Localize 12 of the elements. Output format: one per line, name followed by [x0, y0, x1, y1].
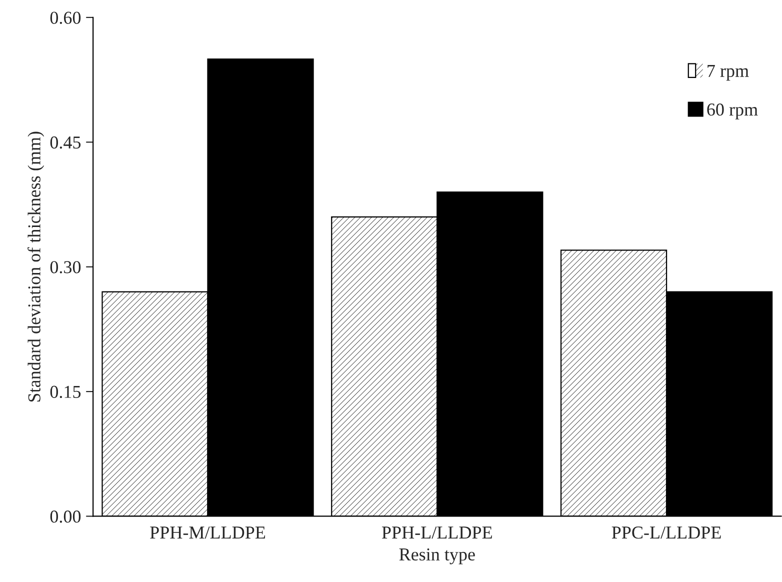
x-tick-label: PPH-M/LLDPE: [150, 526, 266, 539]
x-axis-title: Resin type: [399, 548, 475, 564]
y-tick-label: 0.00: [50, 510, 81, 523]
legend-label: 60 rpm: [707, 104, 758, 120]
legend-label: 7 rpm: [708, 64, 749, 81]
y-tick-label: 0.60: [50, 12, 81, 24]
x-tick-label: PPC-L/LLDPE: [612, 526, 721, 539]
y-axis-title: Standard deviation of thickness (mm): [28, 132, 44, 402]
y-tick-label: 0.15: [50, 386, 81, 398]
y-tick-label: 0.30: [50, 261, 81, 274]
x-tick-label: PPH-L/LLDPE: [382, 526, 492, 539]
y-tick-label: 0.45: [50, 136, 81, 149]
